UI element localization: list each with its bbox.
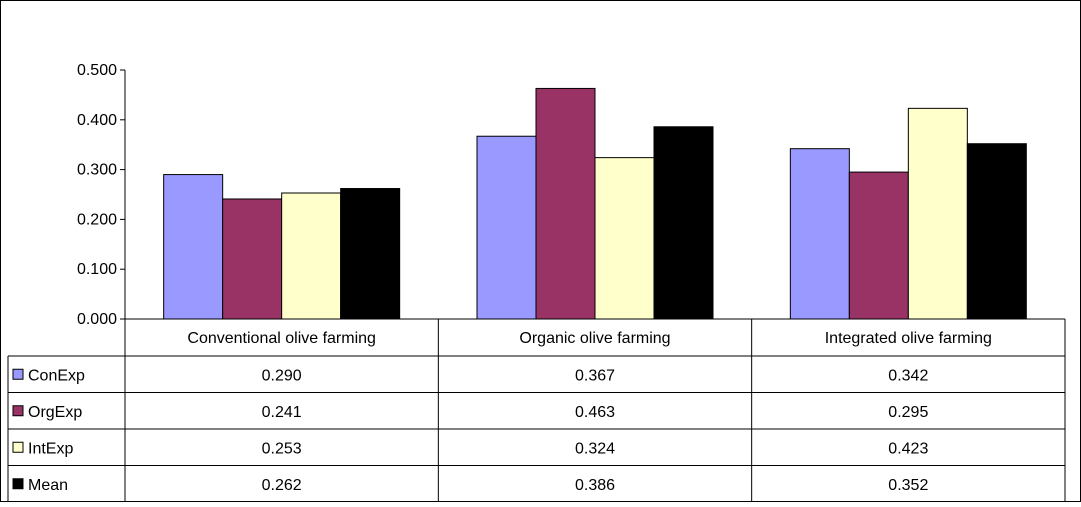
bar-conexp xyxy=(163,174,224,320)
bar-mean xyxy=(340,188,401,320)
data-label: 0.463 xyxy=(575,404,615,421)
legend-key-conexp xyxy=(12,368,24,380)
bar-conexp xyxy=(789,148,850,320)
y-tick-label: 0.500 xyxy=(77,62,117,79)
data-label: 0.262 xyxy=(262,477,302,494)
bar-mean xyxy=(653,126,714,320)
bar-intexp xyxy=(594,157,655,320)
legend-label: OrgExp xyxy=(28,404,82,421)
category-label: Organic olive farming xyxy=(519,330,670,347)
bar-mean xyxy=(966,143,1027,320)
bar-intexp xyxy=(907,107,968,320)
legend-key-intexp xyxy=(12,441,24,453)
data-label: 0.386 xyxy=(575,477,615,494)
bar-conexp xyxy=(476,135,537,320)
bar-intexp xyxy=(281,192,342,320)
bar-orgexp xyxy=(535,87,596,320)
data-label: 0.324 xyxy=(575,440,615,457)
data-label: 0.241 xyxy=(262,404,302,421)
data-label: 0.290 xyxy=(262,367,302,384)
category-label: Integrated olive farming xyxy=(825,330,992,347)
legend-label: ConExp xyxy=(28,367,85,384)
y-tick-label: 0.400 xyxy=(77,112,117,129)
data-label: 0.423 xyxy=(888,440,928,457)
legend-key-orgexp xyxy=(12,405,24,417)
y-tick-label: 0.200 xyxy=(77,211,117,228)
legend-label: IntExp xyxy=(28,440,73,457)
data-label: 0.367 xyxy=(575,367,615,384)
y-tick-label: 0.300 xyxy=(77,162,117,179)
y-tick-label: 0.000 xyxy=(77,311,117,328)
legend-key-mean xyxy=(12,478,24,490)
y-tick-label: 0.100 xyxy=(77,261,117,278)
data-label: 0.342 xyxy=(888,367,928,384)
bar-orgexp xyxy=(222,198,283,320)
data-label: 0.253 xyxy=(262,440,302,457)
data-label: 0.352 xyxy=(888,477,928,494)
bar-orgexp xyxy=(848,171,909,320)
data-label: 0.295 xyxy=(888,404,928,421)
category-label: Conventional olive farming xyxy=(187,330,376,347)
legend-label: Mean xyxy=(28,477,68,494)
